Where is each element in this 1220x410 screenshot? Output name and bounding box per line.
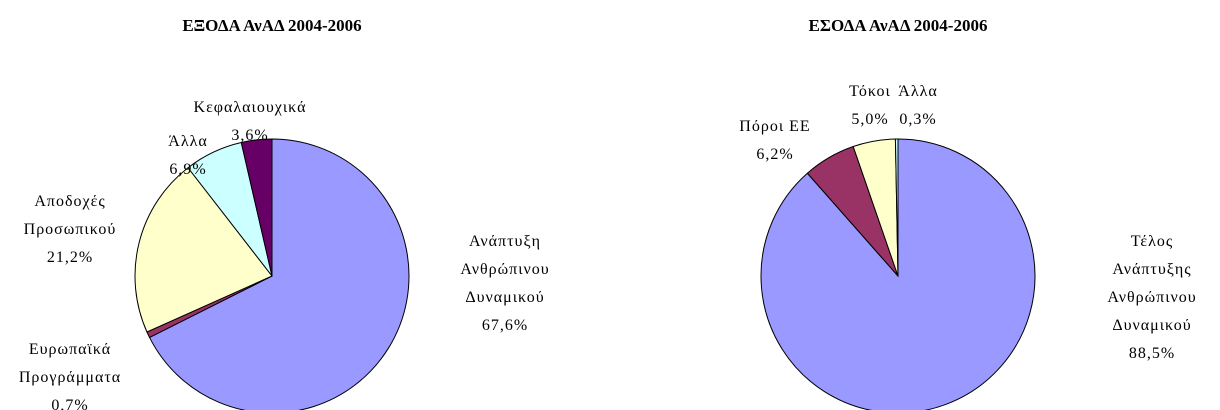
slice-label: Τέλος Ανάπτυξης Ανθρώπινου Δυναμικού 88,5… [1107, 228, 1196, 368]
slice-label: Ευρωπαϊκά Προγράμματα 0,7% [19, 336, 121, 410]
slice-label: Ανάπτυξη Ανθρώπινου Δυναμικού 67,6% [460, 228, 549, 340]
slice-label: Αποδοχές Προσωπικού 21,2% [24, 188, 117, 272]
value-label: 6,2% [756, 146, 794, 163]
chart-title: ΕΣΟΔΑ ΑνΑΔ 2004-2006 [809, 16, 988, 35]
category-label: Αποδοχές Προσωπικού [23, 193, 117, 238]
category-label: Τέλος Ανάπτυξης Ανθρώπινου Δυναμικού [1107, 233, 1197, 334]
slice-label: Άλλα 0,3% [898, 78, 937, 134]
category-label: Άλλα [898, 83, 938, 100]
value-label: 88,5% [1128, 345, 1176, 362]
value-label: 0,3% [899, 111, 937, 128]
slice-label: Τόκοι 5,0% [849, 78, 891, 134]
value-label: 0,7% [51, 397, 89, 410]
pie-slice [134, 167, 273, 333]
slice-label: Άλλα 6,9% [168, 128, 207, 184]
pie-slice [240, 138, 273, 277]
category-label: Ανάπτυξη Ανθρώπινου Δυναμικού [460, 233, 550, 306]
value-label: 6,9% [169, 161, 207, 178]
category-label: Κεφαλαιουχικά [193, 99, 307, 116]
category-label: Ευρωπαϊκά Προγράμματα [18, 341, 122, 386]
pie-slice [894, 138, 899, 277]
slice-label: Κεφαλαιουχικά 3,6% [194, 94, 307, 150]
value-label: 5,0% [851, 111, 889, 128]
slice-label: Πόροι ΕΕ 6,2% [739, 113, 810, 169]
pie-slice [760, 138, 1036, 410]
category-label: Πόροι ΕΕ [739, 118, 811, 135]
value-label: 21,2% [46, 249, 94, 266]
value-label: 3,6% [231, 127, 269, 144]
category-label: Άλλα [168, 133, 208, 150]
chart-title: ΕΞΟΔΑ ΑνΑΔ 2004-2006 [182, 16, 361, 35]
value-label: 67,6% [481, 317, 529, 334]
category-label: Τόκοι [849, 83, 891, 100]
pie-slice [148, 138, 410, 410]
